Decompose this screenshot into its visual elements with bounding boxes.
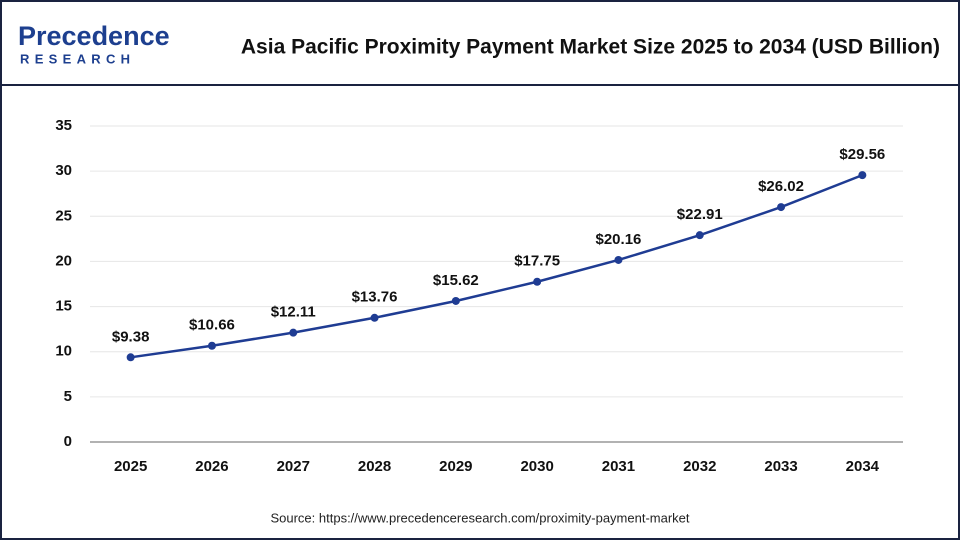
point — [533, 277, 542, 286]
x-tick-label: 2033 — [764, 458, 797, 475]
value-label: $15.62 — [433, 272, 479, 289]
x-tick-label: 2028 — [358, 458, 391, 475]
x-tick-label: 2031 — [602, 458, 635, 475]
value-label: $20.16 — [596, 231, 642, 248]
x-tick-label: 2032 — [683, 458, 716, 475]
y-tick-label: 10 — [55, 343, 72, 360]
logo-tagline: RESEARCH — [20, 51, 135, 66]
x-tick-label: 2034 — [846, 458, 880, 475]
point — [370, 313, 379, 322]
x-tick-label: 2029 — [439, 458, 472, 475]
x-tick-label: 2025 — [114, 458, 147, 475]
point — [126, 353, 135, 362]
point — [858, 171, 867, 180]
y-tick-label: 20 — [55, 252, 72, 269]
value-label: $26.02 — [758, 178, 804, 195]
x-tick-label: 2026 — [195, 458, 228, 475]
y-tick-label: 5 — [64, 388, 72, 405]
value-label: $22.91 — [677, 206, 723, 223]
y-tick-label: 0 — [64, 433, 72, 450]
value-label: $13.76 — [352, 289, 398, 306]
value-label: $9.38 — [112, 328, 150, 345]
x-tick-label: 2030 — [520, 458, 553, 475]
value-label: $12.11 — [271, 304, 316, 321]
point — [777, 203, 786, 212]
point — [614, 255, 623, 264]
y-tick-label: 15 — [55, 298, 72, 315]
value-label: $29.56 — [839, 146, 885, 163]
line — [130, 173, 863, 359]
y-tick-label: 30 — [55, 162, 72, 179]
x-tick-label: 2027 — [277, 458, 310, 475]
value-label: $10.66 — [189, 317, 235, 334]
point — [695, 231, 704, 240]
point — [289, 328, 298, 337]
y-tick-label: 35 — [55, 117, 72, 134]
point — [451, 296, 460, 305]
value-label: $17.75 — [514, 253, 560, 270]
y-tick-label: 25 — [55, 207, 72, 224]
logo-name: Precedence — [18, 21, 170, 51]
source: Source: https://www.precedenceresearch.c… — [270, 510, 689, 525]
point — [207, 341, 216, 350]
chart-title: Asia Pacific Proximity Payment Market Si… — [241, 36, 940, 59]
